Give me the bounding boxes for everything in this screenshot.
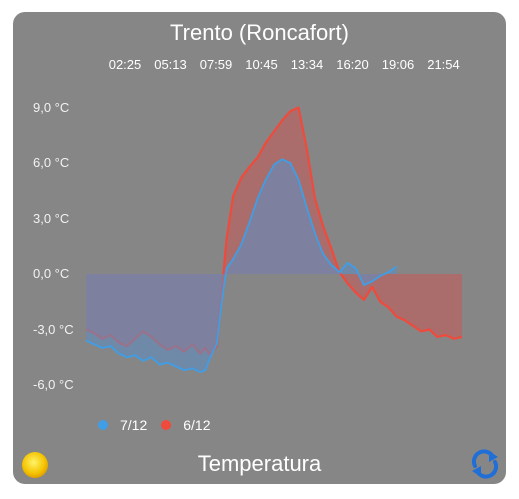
y-tick-label: -6,0 °C [33, 377, 74, 392]
weather-widget: Trento (Roncafort) 02:25 05:13 07:59 10:45 1… [13, 12, 506, 484]
footer-label: Temperatura [197, 451, 322, 476]
x-tick-label: 05:13 [154, 57, 187, 72]
legend-label: 6/12 [183, 417, 211, 433]
station-title: Trento (Roncafort) [170, 20, 349, 45]
chart-legend: 7/12 6/12 [98, 416, 225, 434]
y-tick-label: 6,0 °C [33, 155, 70, 170]
series-line-7-12 [85, 158, 398, 374]
legend-label: 7/12 [120, 417, 148, 433]
y-tick-label: 0,0 °C [33, 266, 70, 281]
x-axis-time-labels: 02:25 05:13 07:59 10:45 13:34 16:20 19:06 21:54 [13, 12, 506, 92]
sun-icon [22, 452, 48, 478]
y-tick-label: -3,0 °C [33, 321, 74, 337]
x-tick-label: 16:20 [336, 57, 369, 72]
x-tick-label: 13:34 [290, 57, 324, 72]
x-tick-label: 07:59 [199, 57, 233, 72]
x-tick-label: 21:54 [427, 57, 460, 72]
series-area-7-12 [86, 159, 397, 373]
y-tick-label: 9,0 °C [33, 99, 70, 115]
x-tick-label: 10:45 [245, 57, 278, 72]
legend-item: 6/12 [161, 417, 211, 433]
refresh-icon[interactable] [467, 446, 503, 482]
y-tick-label: 3,0 °C [33, 210, 70, 226]
legend-dot [161, 420, 172, 430]
temperature-chart [85, 106, 463, 374]
legend-dot [98, 420, 108, 430]
x-tick-label: 02:25 [108, 57, 142, 72]
legend-item: 7/12 [98, 417, 147, 433]
x-tick-label: 19:06 [381, 57, 415, 72]
